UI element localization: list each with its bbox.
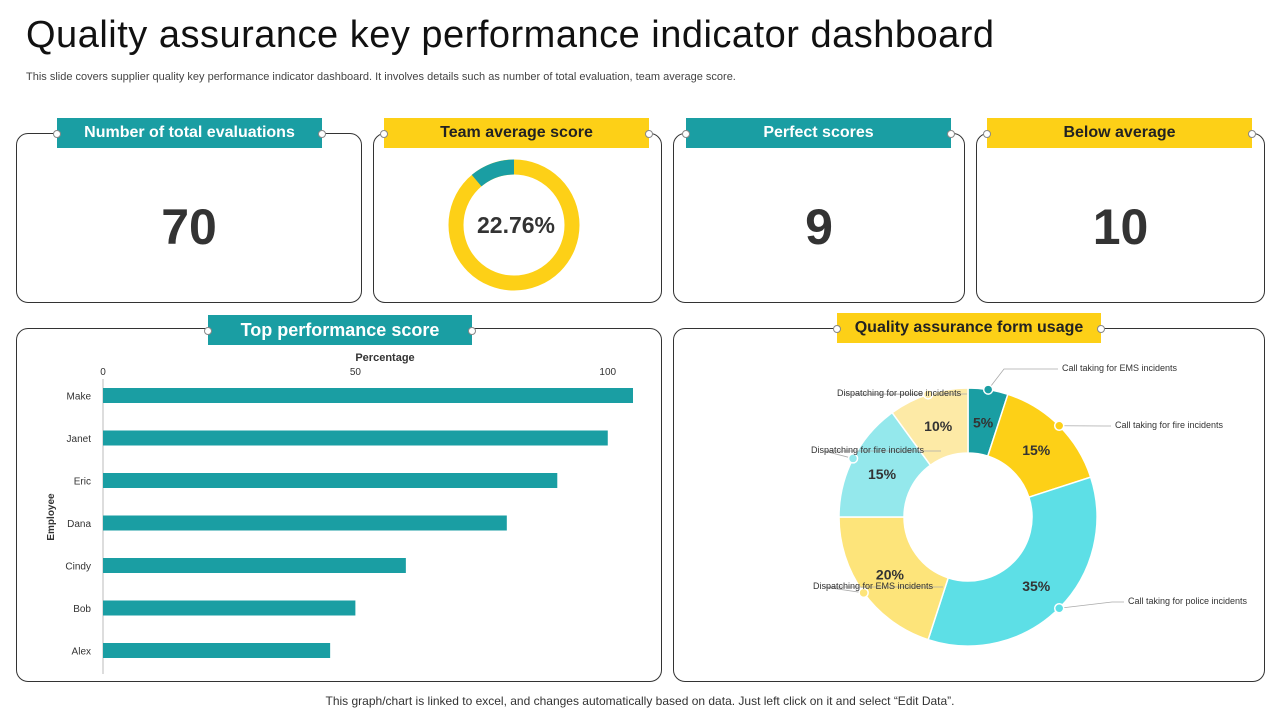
bar-bob [103,600,356,616]
bar-eric [103,473,558,488]
bar-chart-xtick: 100 [599,367,616,378]
bar-janet [103,430,608,446]
total-evaluations-card: 70 [16,133,362,303]
slice-call-taking-for-police-incidents [927,476,1098,647]
total-evaluations-label: Number of total evaluations [53,118,326,148]
callout-label: Call taking for EMS incidents [1062,363,1178,373]
slice-percent-label: 5% [973,415,994,431]
bar-alex [103,643,331,658]
slice-percent-label: 15% [868,466,897,482]
bar-chart-category-label: Dana [67,519,91,530]
gauge-fill-arc [471,159,515,187]
callout-dot [858,587,869,599]
page-subtitle: This slide covers supplier quality key p… [26,71,736,83]
total-evaluations-value: 70 [161,199,217,255]
team-average-value: 22.76% [477,212,555,238]
bar-chart-xtick: 0 [100,367,106,378]
bar-chart-xtick: 50 [350,367,362,378]
slice-percent-label: 35% [1022,578,1051,594]
callout-label: Dispatching for EMS incidents [813,581,934,591]
bar-chart-xlabel: Percentage [355,352,414,364]
perfect-scores-card: 9 [673,133,965,303]
slice-percent-label: 15% [1022,442,1051,458]
bar-cindy [103,558,406,573]
callout-leader-line [1059,601,1124,609]
below-average-value: 10 [1092,199,1149,255]
below-average-label: Below average [983,118,1256,148]
team-average-label: Team average score [380,118,653,148]
perfect-scores-label: Perfect scores [682,118,955,148]
bar-chart-category-label: Cindy [65,562,91,573]
callout-dot [982,384,994,395]
bar-chart-ylabel: Employee [46,493,57,541]
callout-leader-line [823,450,941,459]
slice-percent-label: 10% [924,418,953,434]
bar-chart-category-label: Alex [72,647,91,658]
form-usage-title: Quality assurance form usage [833,313,1105,343]
team-average-gauge: 22.76% [448,159,580,291]
perfect-scores-value: 9 [805,199,833,255]
callout-label: Call taking for police incidents [1128,596,1248,606]
team-average-card: 22.76% [373,133,662,303]
bar-chart-category-label: Janet [67,434,92,445]
callout-dot [847,453,859,464]
bar-chart-category-label: Eric [74,477,91,488]
callout-leader-line [987,368,1058,390]
footer-note: This graph/chart is linked to excel, and… [325,694,955,708]
top-performance-card: Percentage Employee 0 50 100 Make Janet Eric… [16,328,662,682]
slice-percent-label: 20% [876,567,905,583]
below-average-card: 10 [976,133,1265,303]
bar-chart-category-label: Make [67,392,92,403]
callout-dot [1053,602,1065,614]
page-title: Quality assurance key performance indica… [26,14,995,56]
form-usage-card: 5% 15% 35% 20% 15% 10% Call taking for EMS in… [673,328,1265,682]
bar-chart-category-label: Bob [73,604,91,615]
callout-leader-line [823,586,943,594]
slice-dispatching-for-ems-incidents [838,516,950,641]
top-performance-bar-chart: Percentage Employee 0 50 100 Make Janet Eric… [46,352,633,674]
callout-label: Call taking for fire incidents [1115,420,1224,430]
slice-dispatching-for-police-incidents [891,387,969,467]
callout-label: Dispatching for fire incidents [811,445,925,455]
callout-dot [922,389,934,400]
bar-dana [103,515,507,531]
form-usage-donut-chart: 5% 15% 35% 20% 15% 10% Call taking for EMS in… [811,363,1248,647]
callout-label: Dispatching for police incidents [837,388,962,398]
bar-make [103,388,633,403]
callout-dot [1053,420,1065,432]
top-performance-title: Top performance score [204,315,476,345]
